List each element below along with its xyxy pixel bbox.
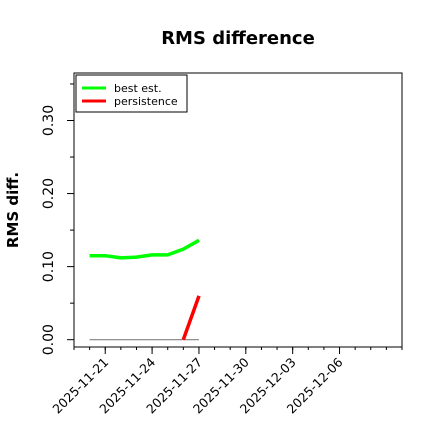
y-tick-label: 0.20 [41,178,57,209]
series-layer [89,238,201,341]
y-axis: 0.00 0.10 0.20 0.30 [41,83,74,355]
series-line-persistence [181,295,201,341]
chart-title: RMS difference [161,28,315,49]
legend-box [75,74,188,113]
legend: best est. persistence [75,74,188,113]
x-axis: 2025-11-212025-11-242025-11-272025-11-30… [49,347,403,416]
series-line-best-est- [89,238,200,260]
y-tick-label: 0.30 [41,105,57,136]
y-tick-label: 0.00 [41,324,57,355]
legend-label-persistence: persistence [114,95,178,108]
y-tick-label: 0.10 [41,251,57,282]
plot-frame [73,72,403,348]
y-axis-label: RMS diff. [4,172,22,248]
legend-label-best-est: best est. [114,82,162,95]
